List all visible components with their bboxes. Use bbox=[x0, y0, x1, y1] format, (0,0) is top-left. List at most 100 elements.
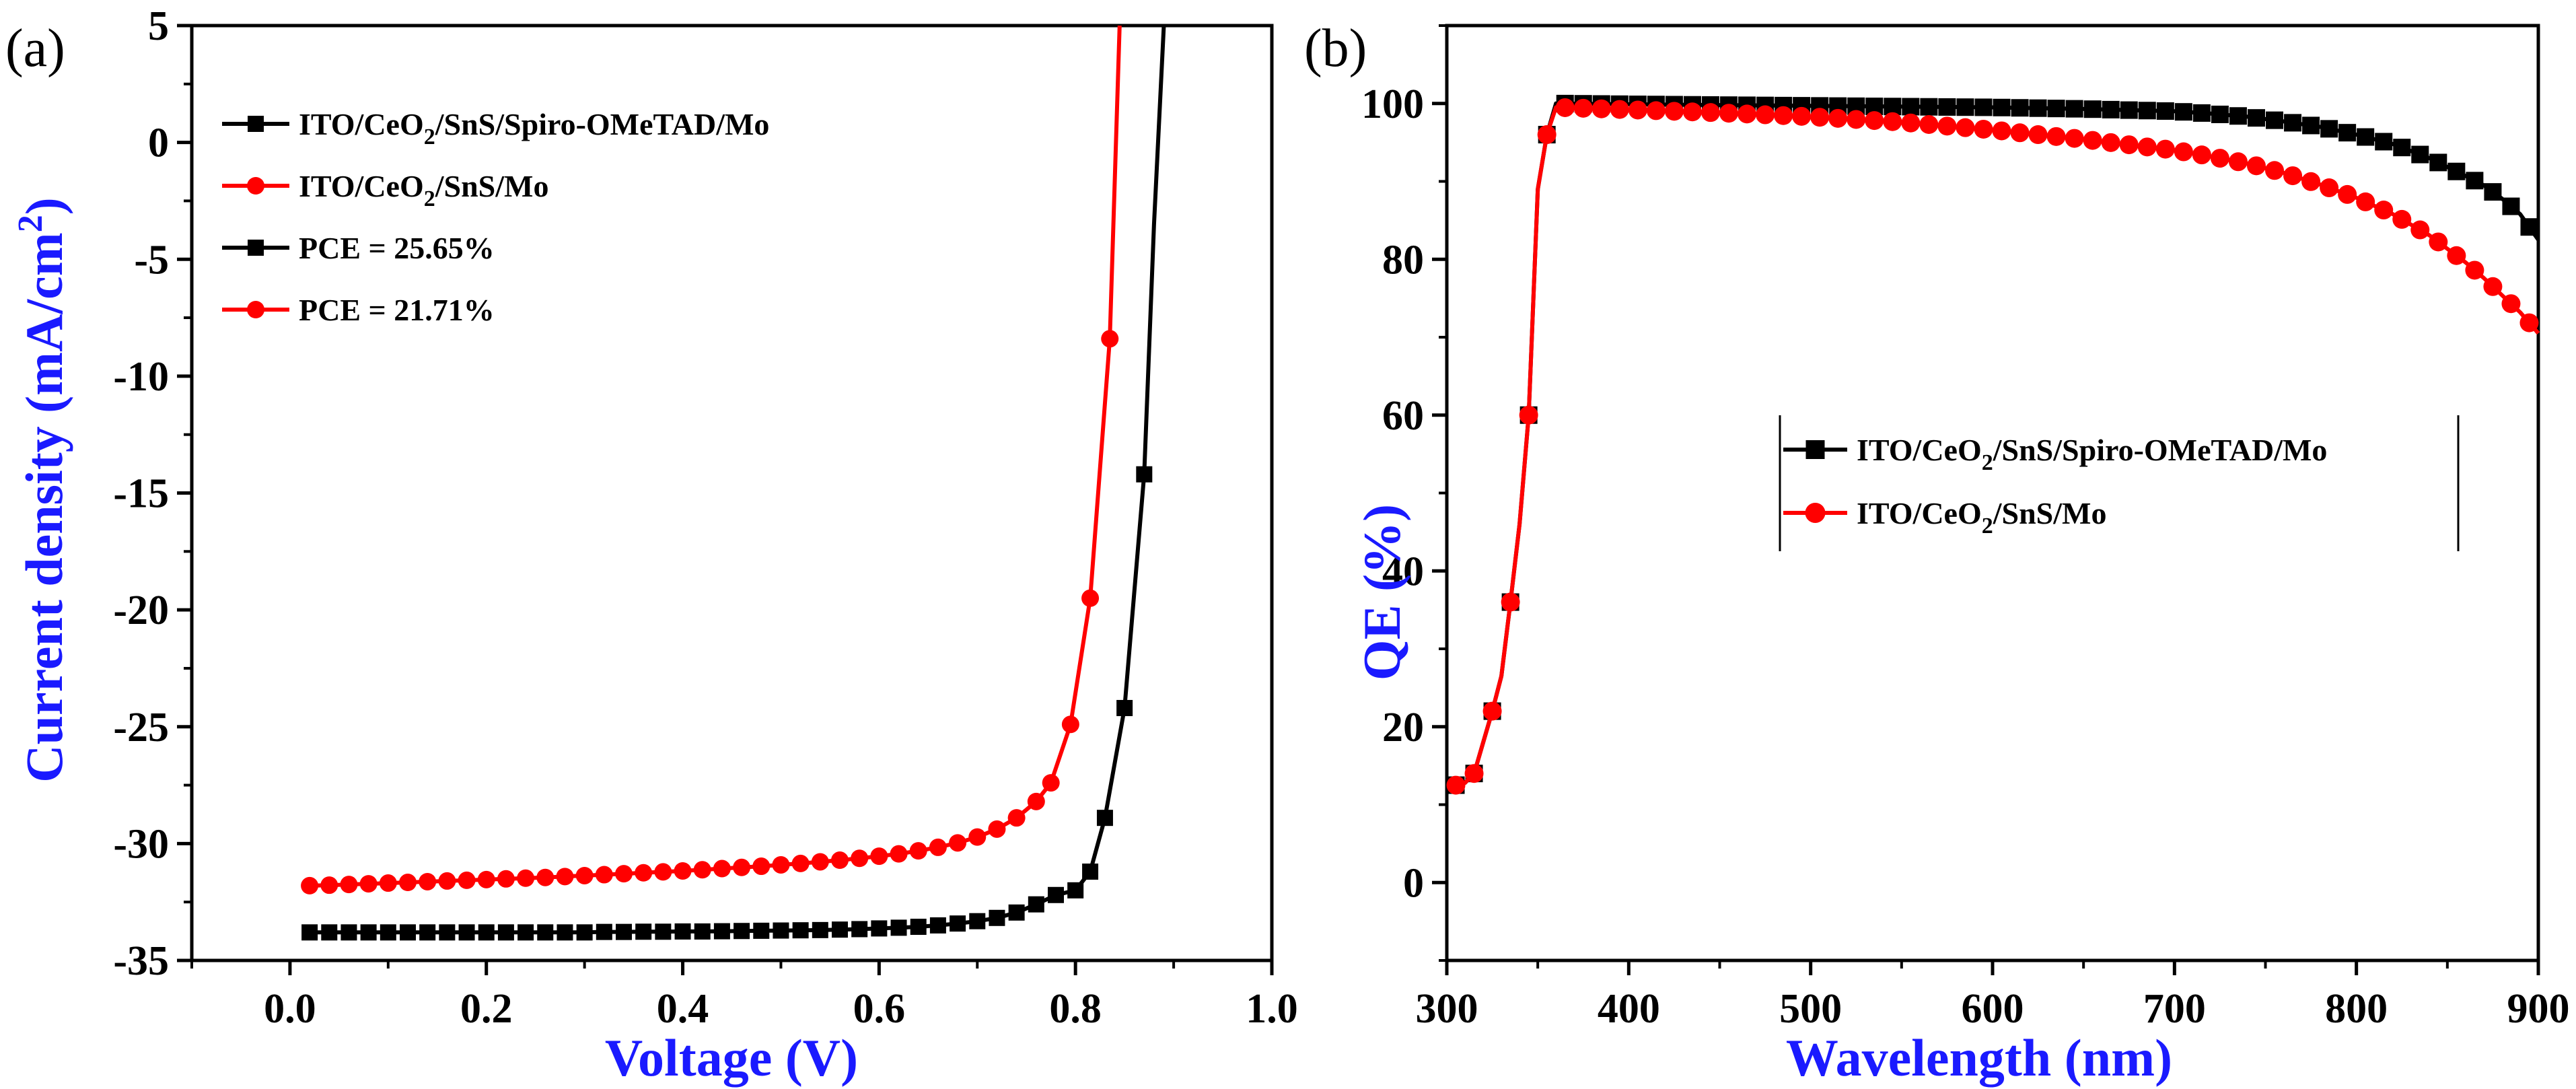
data-point-marker bbox=[400, 924, 416, 941]
data-point-marker bbox=[301, 876, 319, 894]
data-point-marker bbox=[1883, 112, 1902, 131]
data-point-marker bbox=[301, 924, 318, 941]
data-point-marker bbox=[341, 924, 357, 941]
legend-swatch-marker bbox=[247, 177, 264, 195]
data-point-marker bbox=[890, 845, 908, 863]
data-point-marker bbox=[2119, 135, 2139, 155]
data-point-marker bbox=[2447, 246, 2466, 265]
a-xtick-label: 0.6 bbox=[853, 986, 906, 1032]
legend-entry-text: /SnS/Spiro-OMeTAD/Mo bbox=[435, 107, 770, 141]
data-point-marker bbox=[713, 923, 730, 940]
data-point-marker bbox=[635, 923, 652, 940]
data-point-marker bbox=[1042, 774, 1060, 792]
data-point-marker bbox=[989, 909, 1005, 926]
legend-entry-subscript: 2 bbox=[1982, 514, 1993, 538]
panel-b-axes: 300 400 500 600 700 800 900 100 80 60 40 20 0 bbox=[1361, 24, 2570, 1032]
data-point-marker bbox=[1573, 98, 1593, 118]
legend-entry-text: ITO/CeO bbox=[1857, 496, 1982, 530]
data-point-marker bbox=[753, 922, 770, 939]
a-xtick-label: 0.4 bbox=[657, 986, 709, 1032]
data-point-marker bbox=[595, 866, 613, 884]
data-point-marker bbox=[2155, 139, 2175, 159]
data-point-marker bbox=[674, 862, 692, 880]
b-ytick-label: 80 bbox=[1382, 237, 1424, 283]
data-point-marker bbox=[713, 859, 731, 878]
data-point-marker bbox=[2465, 260, 2484, 280]
legend-swatch-marker bbox=[1805, 503, 1826, 523]
data-point-marker bbox=[439, 924, 456, 941]
data-point-marker bbox=[2065, 129, 2084, 148]
panel-label-a: (a) bbox=[5, 19, 65, 78]
data-point-marker bbox=[773, 922, 789, 939]
a-ytick-label: -30 bbox=[113, 821, 169, 867]
panel-label-b: (b) bbox=[1304, 19, 1367, 78]
panel-a-series bbox=[301, 25, 1166, 941]
data-point-marker bbox=[2137, 137, 2157, 157]
data-point-marker bbox=[2320, 178, 2339, 198]
a-xtick-label: 0.2 bbox=[460, 986, 513, 1032]
b-xtick-label: 700 bbox=[2143, 986, 2206, 1032]
data-point-marker bbox=[576, 924, 593, 941]
a-ytick-label: 5 bbox=[148, 3, 169, 49]
data-point-marker bbox=[1646, 101, 1666, 120]
legend-entry-text: /SnS/Mo bbox=[435, 169, 549, 203]
data-point-marker bbox=[949, 834, 967, 852]
data-point-marker bbox=[2374, 201, 2394, 220]
a-ytick-label: 0 bbox=[148, 120, 169, 166]
data-point-marker bbox=[2265, 161, 2285, 180]
legend-swatch-marker bbox=[247, 301, 264, 318]
data-point-marker bbox=[870, 847, 888, 866]
data-point-marker bbox=[734, 923, 750, 940]
data-point-marker bbox=[2283, 166, 2303, 186]
panel-a-ylabel: Current density (mA/cm2) bbox=[11, 197, 73, 782]
data-point-marker bbox=[2011, 99, 2029, 117]
data-point-marker bbox=[2483, 277, 2503, 296]
legend-entry-text: PCE = 21.71% bbox=[299, 293, 495, 327]
b-ytick-label: 60 bbox=[1382, 393, 1424, 439]
data-point-marker bbox=[1956, 98, 1974, 116]
data-point-marker bbox=[1756, 105, 1775, 125]
data-point-marker bbox=[536, 868, 554, 886]
data-point-marker bbox=[851, 849, 869, 868]
data-point-marker bbox=[458, 924, 475, 941]
data-point-marker bbox=[1610, 100, 1629, 119]
a-ytick-label: -15 bbox=[113, 471, 169, 517]
data-point-marker bbox=[2047, 100, 2065, 118]
data-point-marker bbox=[2246, 156, 2266, 176]
data-point-marker bbox=[2266, 111, 2284, 129]
data-point-marker bbox=[438, 872, 456, 890]
data-point-marker bbox=[1937, 116, 1957, 136]
legend-swatch-marker bbox=[1805, 440, 1825, 459]
data-point-marker bbox=[2466, 172, 2484, 190]
data-point-marker bbox=[320, 876, 338, 894]
data-point-marker bbox=[693, 861, 711, 879]
legend-entry-text: /SnS/Spiro-OMeTAD/Mo bbox=[1993, 433, 2328, 467]
data-point-marker bbox=[1628, 100, 1647, 120]
data-point-marker bbox=[1591, 99, 1611, 118]
data-point-marker bbox=[1464, 764, 1484, 783]
panel-b-ylabel: QE (%) bbox=[1353, 504, 1411, 680]
data-point-marker bbox=[2192, 145, 2211, 165]
data-point-marker bbox=[655, 923, 672, 940]
data-point-marker bbox=[1519, 405, 1538, 425]
panel-b-legend: ITO/CeO2/SnS/Spiro-OMeTAD/MoITO/CeO2/SnS… bbox=[1779, 415, 2460, 551]
panel-a-xlabel: Voltage (V) bbox=[605, 1028, 858, 1087]
data-point-marker bbox=[1992, 121, 2011, 141]
data-point-marker bbox=[2429, 232, 2448, 252]
data-point-marker bbox=[2102, 100, 2120, 118]
data-point-marker bbox=[2101, 133, 2120, 152]
data-point-marker bbox=[1974, 119, 1993, 139]
b-xtick-label: 300 bbox=[1416, 986, 1478, 1032]
data-point-marker bbox=[1555, 98, 1575, 117]
data-point-marker bbox=[2429, 153, 2447, 172]
legend-entry-label: PCE = 25.65% bbox=[299, 231, 495, 265]
panel-b-xlabel: Wavelength (nm) bbox=[1786, 1028, 2172, 1087]
data-point-marker bbox=[2484, 183, 2502, 201]
legend-entry-text: ITO/CeO bbox=[299, 107, 424, 141]
legend-entry-subscript: 2 bbox=[424, 186, 435, 211]
data-point-marker bbox=[380, 924, 396, 941]
data-point-marker bbox=[2375, 133, 2393, 151]
data-point-marker bbox=[399, 874, 417, 892]
data-point-marker bbox=[360, 924, 377, 941]
